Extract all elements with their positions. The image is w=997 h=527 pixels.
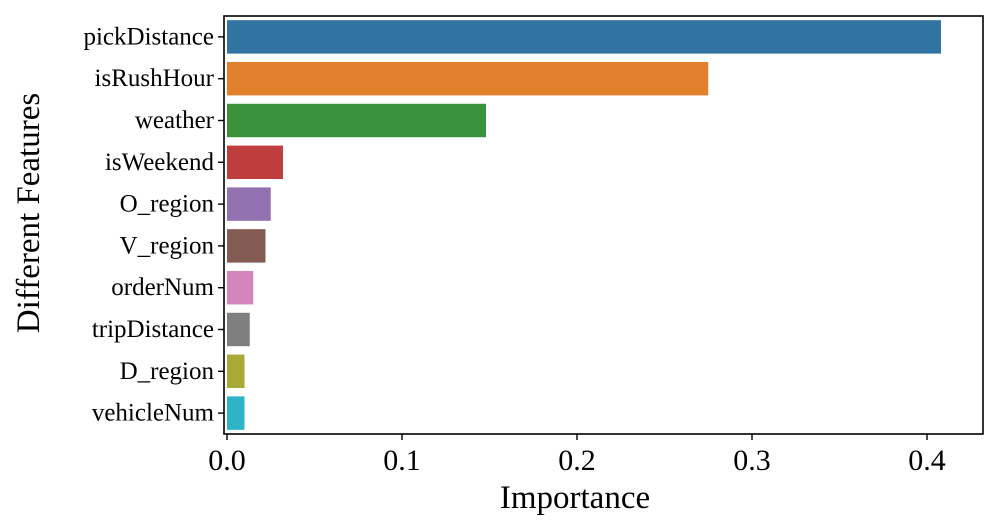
- bar-D_region: [227, 354, 245, 389]
- x-tick-group: 0.0 0.1 0.2 0.3 0.4: [208, 434, 946, 477]
- y-tick-label: isWeekend: [105, 149, 215, 176]
- y-tick-label: V_region: [120, 232, 215, 259]
- x-tick-label: 0.3: [733, 444, 771, 477]
- bar-isWeekend: [227, 145, 283, 180]
- bar-isRushHour: [227, 61, 709, 96]
- y-tick-label: pickDistance: [83, 23, 214, 50]
- y-axis-title: Different Features: [11, 93, 47, 333]
- x-tick-label: 0.0: [208, 444, 246, 477]
- x-axis-title: Importance: [500, 480, 650, 516]
- bar-group: [227, 20, 941, 430]
- x-tick-label: 0.4: [908, 444, 946, 477]
- bar-tripDistance: [227, 312, 250, 347]
- bar-pickDistance: [227, 20, 941, 54]
- y-tick-label: D_region: [120, 358, 215, 385]
- bar-orderNum: [227, 270, 254, 305]
- bar-O_region: [227, 187, 271, 221]
- bar-weather: [227, 103, 486, 138]
- plot-area-frame: [223, 15, 984, 435]
- bar-vehicleNum: [227, 396, 245, 430]
- y-tick-label: tripDistance: [92, 316, 214, 343]
- y-tick-label: isRushHour: [95, 65, 215, 92]
- y-tick-label: vehicleNum: [92, 400, 215, 427]
- x-tick-label: 0.2: [558, 444, 596, 477]
- y-tick-label: orderNum: [111, 274, 214, 301]
- y-tick-label: O_region: [120, 191, 215, 218]
- x-tick-label: 0.1: [383, 444, 421, 477]
- bar-V_region: [227, 229, 266, 263]
- y-tick-label: weather: [135, 107, 215, 134]
- category-label-group: pickDistance isRushHour weather isWeekend O_…: [83, 23, 224, 427]
